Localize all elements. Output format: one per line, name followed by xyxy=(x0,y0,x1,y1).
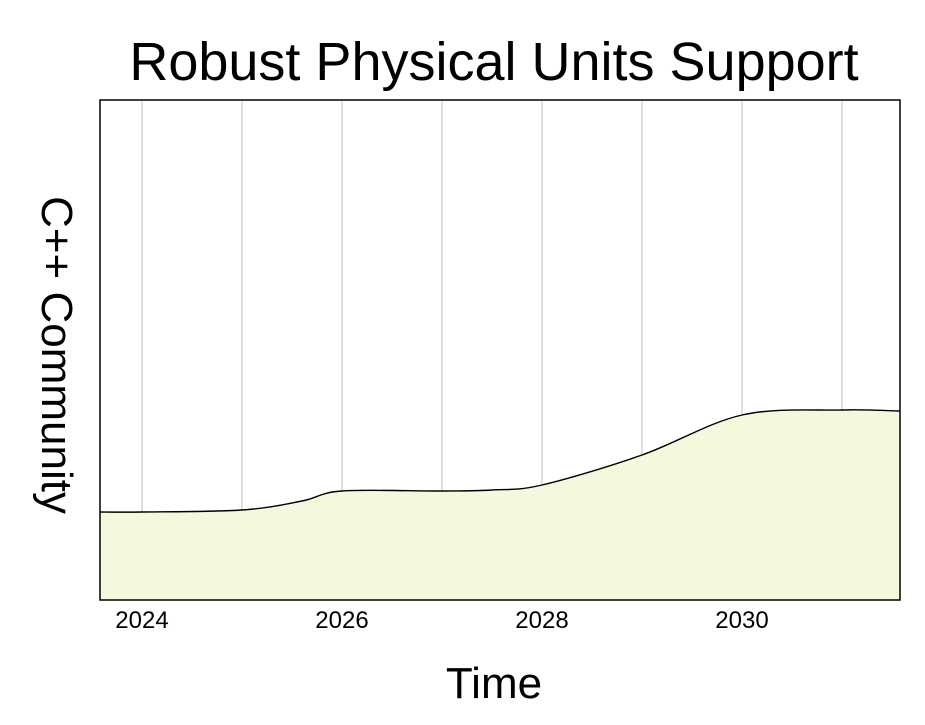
chart-title: Robust Physical Units Support xyxy=(129,32,858,92)
area-series xyxy=(99,409,901,600)
x-axis-label: Time xyxy=(446,659,542,708)
x-tick-labels: 2024 2026 2028 2030 xyxy=(115,607,768,634)
x-tick-label-2030: 2030 xyxy=(715,607,768,634)
gridlines xyxy=(141,100,843,600)
x-tick-label-2026: 2026 xyxy=(315,607,368,634)
x-tick-label-2024: 2024 xyxy=(115,607,168,634)
area-fill-0 xyxy=(100,409,900,600)
series-line-0 xyxy=(99,409,901,513)
y-axis-label: C++ Community xyxy=(32,196,81,514)
plot-frame xyxy=(99,99,901,601)
x-tick-label-2028: 2028 xyxy=(515,607,568,634)
